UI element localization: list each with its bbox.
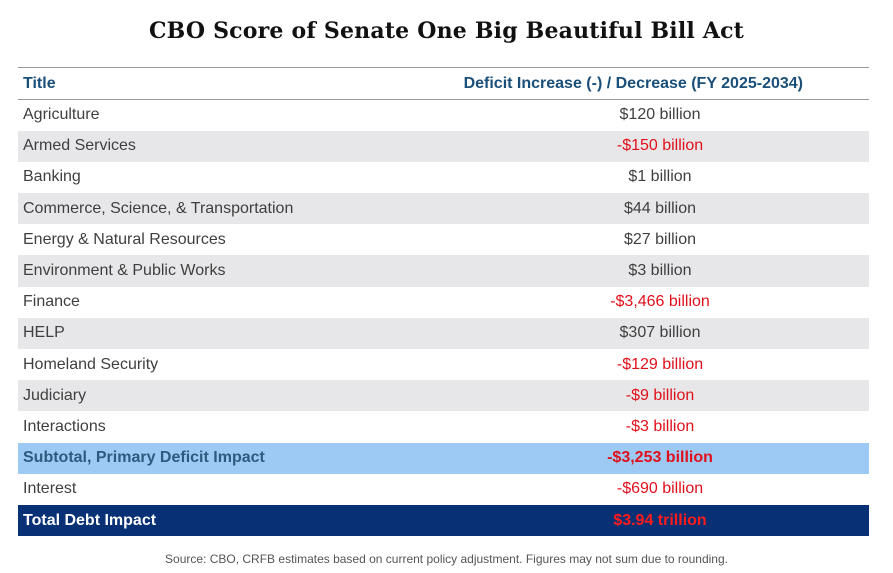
row-title: Agriculture — [23, 106, 100, 124]
row-title: Homeland Security — [23, 355, 159, 373]
total-title: Total Debt Impact — [23, 511, 157, 529]
page-title: CBO Score of Senate One Big Beautiful Bi… — [148, 18, 745, 44]
row-value: -$3,466 billion — [610, 293, 710, 311]
interest-value: -$690 billion — [616, 480, 704, 498]
table-body: Agriculture $120 billion Armed Services … — [18, 99, 869, 537]
row-value: $44 billion — [623, 199, 697, 217]
table-header: Title Deficit Increase (-) / Decrease (F… — [18, 67, 869, 100]
row-value: $307 billion — [619, 324, 701, 342]
source-note: Source: CBO, CRFB estimates based on cur… — [165, 552, 728, 566]
row-value: -$129 billion — [616, 355, 704, 373]
table-row: Interactions -$3 billion — [18, 411, 869, 443]
table-row: Agriculture $120 billion — [18, 99, 869, 131]
total-row: Total Debt Impact $3.94 trillion — [18, 504, 869, 537]
header-deficit: Deficit Increase (-) / Decrease (FY 2025… — [463, 74, 803, 92]
table-row: Finance -$3,466 billion — [18, 286, 869, 318]
row-value: $120 billion — [619, 106, 701, 124]
table-row: Banking $1 billion — [18, 161, 869, 194]
table-row: Judiciary -$9 billion — [18, 380, 869, 412]
row-value: $27 billion — [623, 230, 697, 248]
row-title: Environment & Public Works — [23, 262, 226, 280]
row-title: Banking — [23, 168, 81, 186]
table-row: Commerce, Science, & Transportation $44 … — [18, 193, 869, 225]
header-row: Title Deficit Increase (-) / Decrease (F… — [18, 67, 869, 100]
interest-row: Interest -$690 billion — [18, 473, 869, 505]
subtotal-value: -$3,253 billion — [607, 449, 713, 467]
total-value: $3.94 trillion — [613, 511, 707, 529]
interest-title: Interest — [23, 480, 77, 498]
table-row: Armed Services -$150 billion — [18, 130, 869, 162]
row-title: HELP — [23, 324, 65, 342]
row-value: $3 billion — [628, 262, 692, 280]
deficit-table: Title Deficit Increase (-) / Decrease (F… — [18, 67, 869, 537]
table-row: HELP $307 billion — [18, 317, 869, 349]
row-title: Finance — [23, 293, 80, 311]
table-row: Energy & Natural Resources $27 billion — [18, 224, 869, 256]
row-value: -$3 billion — [625, 417, 695, 435]
table-row: Homeland Security -$129 billion — [18, 349, 869, 381]
table-row: Environment & Public Works $3 billion — [18, 255, 869, 287]
subtotal-title: Subtotal, Primary Deficit Impact — [23, 449, 265, 467]
row-title: Armed Services — [23, 137, 136, 155]
row-title: Commerce, Science, & Transportation — [23, 199, 294, 217]
deficit-table-container: Title Deficit Increase (-) / Decrease (F… — [18, 67, 869, 537]
row-title: Energy & Natural Resources — [23, 230, 226, 248]
subtotal-row: Subtotal, Primary Deficit Impact -$3,253… — [18, 442, 869, 474]
row-value: $1 billion — [628, 168, 692, 186]
header-title: Title — [23, 74, 56, 92]
row-value: -$150 billion — [616, 137, 704, 155]
row-value: -$9 billion — [625, 386, 695, 404]
row-title: Interactions — [23, 417, 106, 435]
row-title: Judiciary — [23, 386, 87, 404]
